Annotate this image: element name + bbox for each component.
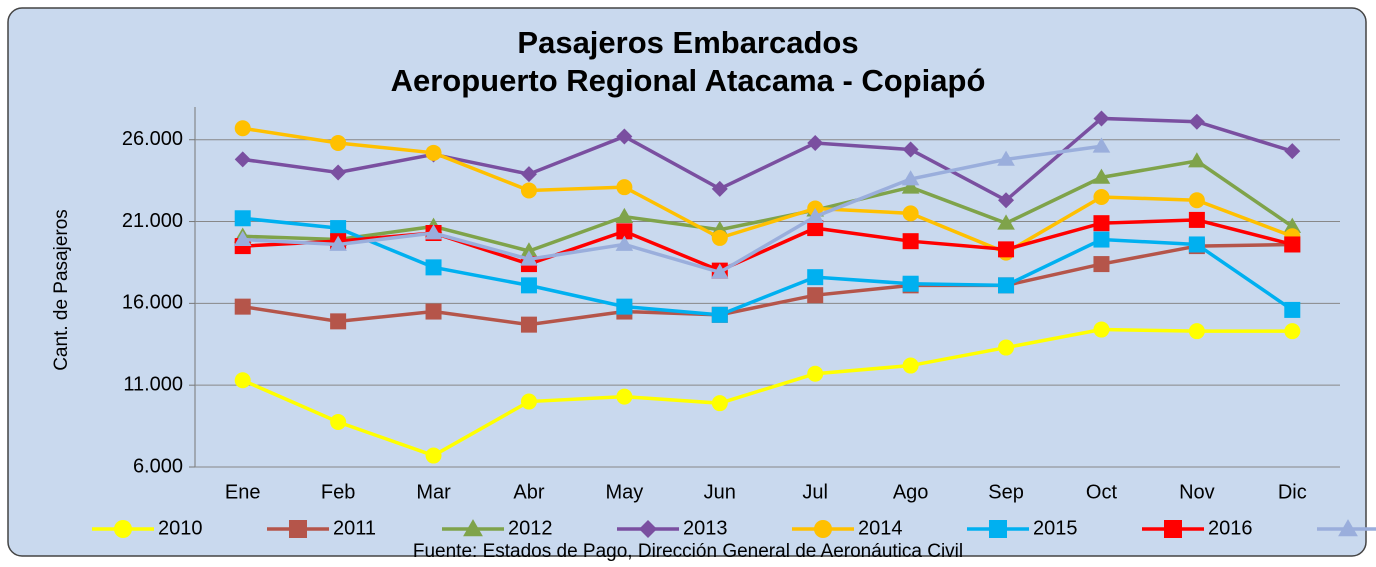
y-tick-label: 26.000 [122,128,183,150]
y-tick-label: 16.000 [122,292,183,314]
x-tick-label: Nov [1179,481,1215,503]
point [1284,323,1300,339]
x-tick-label: Ago [893,481,929,503]
source-note: Fuente: Estados de Pago, Dirección Gener… [413,541,963,562]
legend-label: 2016 [1208,517,1253,539]
x-tick-label: Feb [321,481,355,503]
point [807,269,823,285]
x-tick-label: Jul [802,481,828,503]
point [1284,236,1300,252]
point [521,394,537,410]
x-tick-label: May [605,481,643,503]
point [616,389,632,405]
point [330,135,346,151]
point [1189,323,1205,339]
point [1093,322,1109,338]
point [998,241,1014,257]
point [989,520,1007,538]
point [903,233,919,249]
point [235,120,251,136]
chart: Pasajeros Embarcados Aeropuerto Regional… [0,0,1376,562]
chart-title: Pasajeros Embarcados [517,25,858,60]
x-tick-label: Mar [416,481,451,503]
x-tick-label: Jun [704,481,736,503]
point [1164,520,1182,538]
page: Pasajeros Embarcados Aeropuerto Regional… [0,0,1376,567]
point [903,276,919,292]
x-tick-label: Ene [225,481,261,503]
legend-label: 2015 [1033,517,1078,539]
point [903,205,919,221]
point [1093,215,1109,231]
legend-label: 2013 [683,517,728,539]
x-tick-label: Abr [513,481,544,503]
point [616,179,632,195]
point [1189,212,1205,228]
point [521,317,537,333]
point [1284,302,1300,318]
y-tick-label: 6.000 [133,455,183,477]
point [1093,256,1109,272]
point [1189,192,1205,208]
point [712,307,728,323]
point [426,259,442,275]
point [426,448,442,464]
point [616,299,632,315]
point [235,299,251,315]
point [426,145,442,161]
point [1189,236,1205,252]
point [330,313,346,329]
point [998,340,1014,356]
point [712,230,728,246]
point [998,277,1014,293]
point [521,182,537,198]
y-tick-label: 11.000 [123,373,183,395]
x-tick-label: Sep [988,481,1024,503]
point [807,366,823,382]
y-tick-label: 21.000 [122,210,183,232]
legend-label: 2011 [333,517,376,539]
point [903,358,919,374]
legend-label: 2010 [158,517,203,539]
point [330,414,346,430]
point [712,395,728,411]
point [235,372,251,388]
point [521,277,537,293]
point [1093,232,1109,248]
point [807,287,823,303]
chart-subtitle: Aeropuerto Regional Atacama - Copiapó [391,63,986,98]
point [289,520,307,538]
legend-label: 2012 [508,517,553,539]
y-axis-label: Cant. de Pasajeros [51,209,72,371]
point [1093,189,1109,205]
point [235,210,251,226]
point [426,304,442,320]
legend-label: 2014 [858,517,903,539]
x-tick-label: Oct [1086,481,1118,503]
point [114,520,132,538]
x-tick-label: Dic [1278,481,1307,503]
point [814,520,832,538]
